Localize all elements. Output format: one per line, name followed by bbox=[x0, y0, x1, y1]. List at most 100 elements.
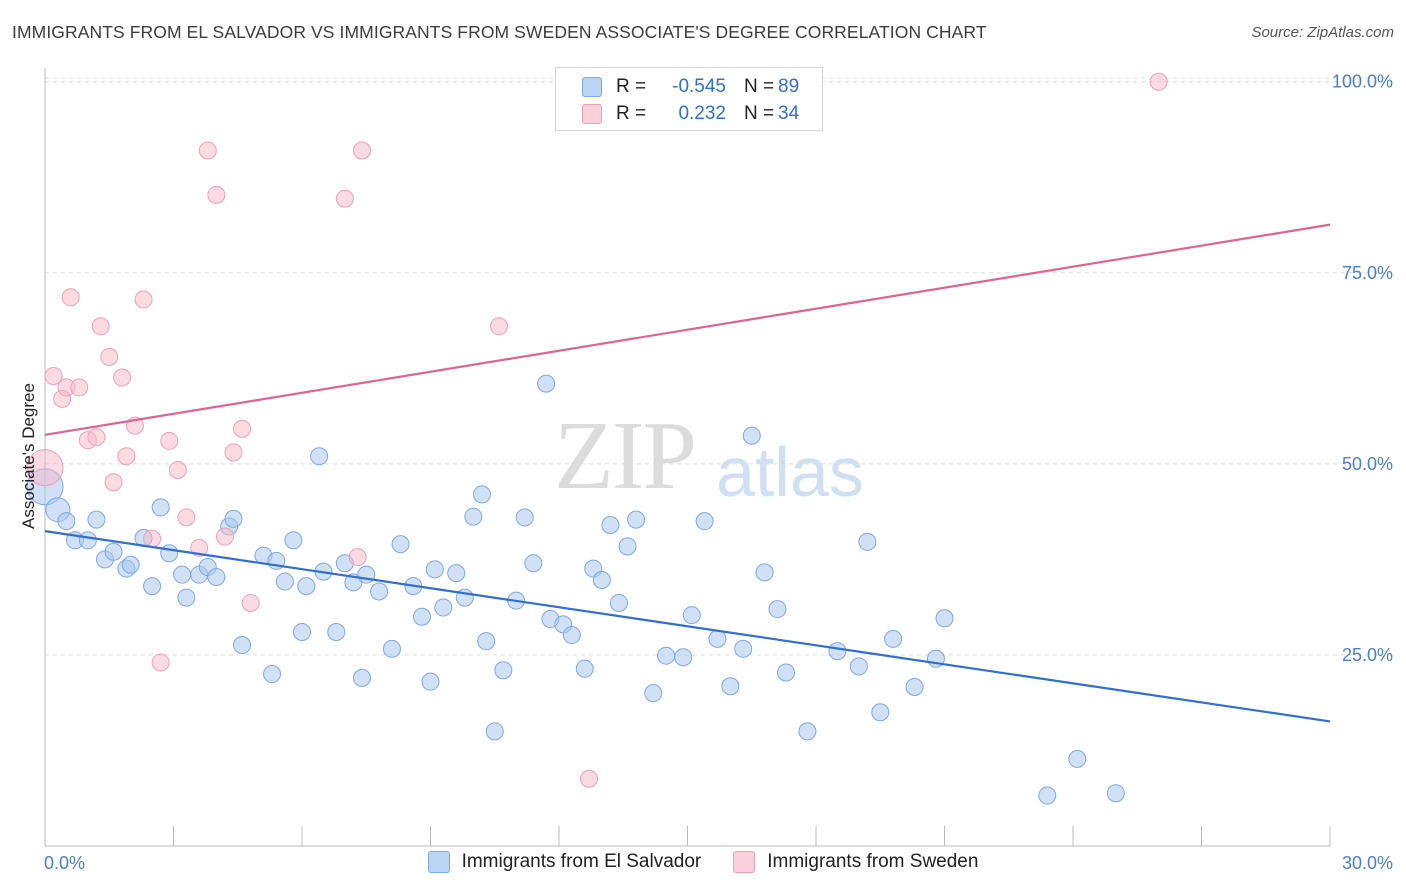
point-salvador bbox=[177, 588, 196, 607]
point-salvador bbox=[233, 635, 252, 654]
point-salvador bbox=[57, 512, 76, 531]
point-salvador bbox=[524, 554, 543, 573]
point-salvador bbox=[485, 722, 504, 741]
series-legend: Immigrants from El Salvador Immigrants f… bbox=[0, 851, 1406, 873]
legend-swatch-sweden bbox=[582, 104, 602, 124]
watermark-atlas: atlas bbox=[716, 433, 864, 511]
x-tick-label: 0.0% bbox=[44, 853, 85, 873]
point-salvador bbox=[87, 510, 106, 529]
point-sweden bbox=[70, 378, 89, 397]
point-salvador bbox=[627, 510, 646, 529]
point-salvador bbox=[871, 703, 890, 722]
trend-line-sweden bbox=[44, 223, 1331, 436]
point-salvador bbox=[601, 516, 620, 534]
point-salvador bbox=[327, 623, 346, 641]
point-salvador bbox=[412, 607, 431, 626]
grid-lines bbox=[45, 77, 1392, 656]
point-sweden bbox=[91, 317, 110, 336]
point-salvador bbox=[515, 508, 534, 527]
point-sweden bbox=[100, 347, 119, 366]
legend-swatch-sweden bbox=[733, 851, 756, 873]
point-salvador bbox=[849, 657, 868, 676]
point-salvador bbox=[284, 531, 303, 550]
point-salvador bbox=[472, 485, 491, 504]
legend-label-salvador: Immigrants from El Salvador bbox=[461, 851, 702, 872]
point-sweden bbox=[490, 317, 509, 336]
point-salvador bbox=[618, 537, 637, 556]
point-salvador bbox=[263, 665, 282, 684]
tick-labels: 25.0% 50.0% 75.0% 100.0% 0.0% 30.0% bbox=[44, 72, 1393, 873]
point-salvador bbox=[884, 629, 903, 648]
y-tick-label: 50.0% bbox=[1342, 454, 1393, 474]
point-salvador bbox=[275, 572, 294, 591]
point-sweden bbox=[143, 529, 162, 548]
point-salvador bbox=[1106, 784, 1125, 803]
legend-n-label: N = bbox=[744, 76, 775, 97]
chart-source: Source: ZipAtlas.com bbox=[1251, 24, 1394, 41]
legend-item-sweden[interactable]: Immigrants from Sweden bbox=[733, 851, 978, 873]
legend-row-sweden: R = 0.232 N = 34 bbox=[582, 102, 799, 126]
point-sweden bbox=[44, 366, 63, 385]
point-salvador bbox=[173, 565, 192, 584]
point-salvador bbox=[352, 668, 371, 687]
point-sweden bbox=[215, 527, 234, 546]
point-salvador bbox=[297, 577, 316, 596]
point-sweden bbox=[198, 141, 217, 160]
point-salvador bbox=[562, 626, 581, 645]
point-salvador bbox=[1038, 786, 1057, 805]
point-salvador bbox=[494, 661, 513, 680]
series-sweden-points bbox=[26, 72, 1168, 788]
point-salvador bbox=[477, 632, 496, 651]
point-salvador bbox=[421, 672, 440, 691]
point-salvador bbox=[768, 600, 787, 619]
trend-line-salvador bbox=[44, 530, 1331, 723]
legend-r-label: R = bbox=[616, 76, 647, 97]
point-salvador bbox=[755, 563, 774, 582]
point-salvador bbox=[682, 606, 701, 625]
legend-r-label: R = bbox=[616, 103, 647, 124]
point-salvador bbox=[143, 577, 162, 596]
point-salvador bbox=[708, 629, 727, 648]
point-salvador bbox=[151, 498, 170, 517]
point-sweden bbox=[160, 431, 179, 450]
trend-lines bbox=[44, 223, 1331, 723]
y-axis-label: Associate's Degree bbox=[19, 383, 38, 529]
legend-n-value: 34 bbox=[778, 103, 800, 124]
y-tick-label: 75.0% bbox=[1342, 263, 1393, 283]
chart-title: IMMIGRANTS FROM EL SALVADOR VS IMMIGRANT… bbox=[12, 22, 987, 42]
point-salvador bbox=[464, 507, 483, 526]
point-sweden bbox=[348, 548, 367, 567]
point-salvador bbox=[447, 564, 466, 583]
point-salvador bbox=[293, 623, 311, 641]
watermark-zip: ZIP bbox=[554, 402, 697, 510]
point-salvador bbox=[121, 555, 140, 574]
point-salvador bbox=[391, 535, 410, 554]
point-salvador bbox=[592, 571, 611, 590]
point-sweden bbox=[113, 368, 132, 387]
point-sweden bbox=[1149, 72, 1168, 91]
legend-label-sweden: Immigrants from Sweden bbox=[767, 851, 979, 872]
point-salvador bbox=[695, 512, 714, 531]
y-tick-label: 100.0% bbox=[1332, 72, 1393, 92]
point-sweden bbox=[117, 447, 136, 466]
point-salvador bbox=[537, 374, 556, 393]
point-sweden bbox=[134, 290, 153, 309]
point-sweden bbox=[190, 538, 209, 557]
point-sweden bbox=[26, 449, 64, 487]
point-salvador bbox=[905, 678, 924, 697]
point-salvador bbox=[935, 609, 954, 628]
point-sweden bbox=[177, 508, 196, 527]
point-sweden bbox=[224, 443, 243, 462]
correlation-legend: R = -0.545 N = 89 R = 0.232 N = 34 bbox=[555, 67, 823, 131]
legend-swatch-salvador bbox=[427, 851, 450, 873]
point-salvador bbox=[207, 567, 226, 586]
point-sweden bbox=[335, 189, 354, 208]
point-salvador bbox=[858, 532, 877, 551]
point-salvador bbox=[609, 593, 628, 612]
point-sweden bbox=[87, 428, 106, 447]
legend-item-salvador[interactable]: Immigrants from El Salvador bbox=[427, 851, 702, 873]
point-salvador bbox=[434, 598, 453, 617]
point-salvador bbox=[1068, 749, 1087, 768]
point-salvador bbox=[78, 531, 97, 550]
